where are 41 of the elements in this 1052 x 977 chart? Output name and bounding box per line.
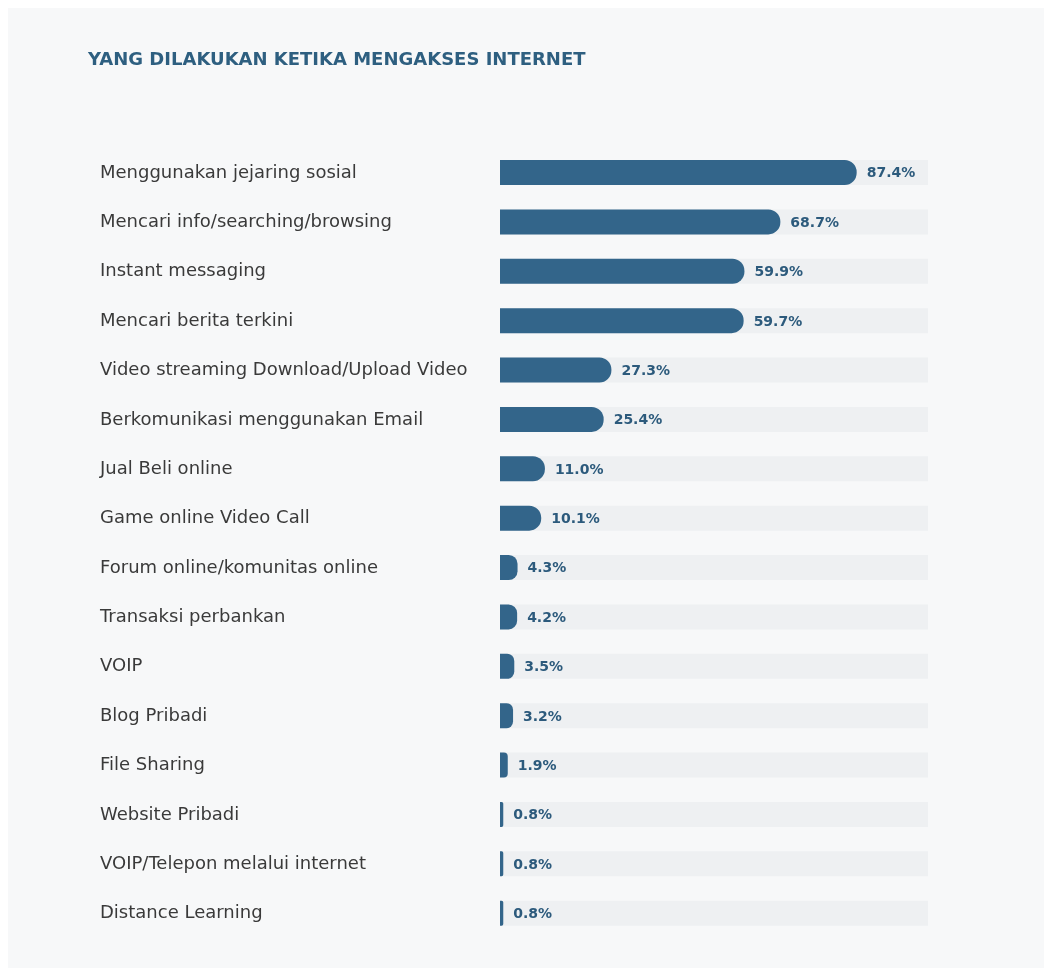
data-label: 0.8%	[513, 806, 553, 823]
y-tick-label: Distance Learning	[100, 901, 263, 923]
y-tick-label: Transaksi perbankan	[99, 605, 286, 627]
bar	[500, 406, 604, 432]
y-tick-label: Game online Video Call	[100, 506, 310, 528]
data-label: 3.2%	[523, 707, 562, 724]
y-tick-label: VOIP/Telepon melalui internet	[100, 851, 366, 873]
bar	[500, 703, 514, 729]
bar	[500, 505, 542, 531]
y-tick-label: Website Pribadi	[100, 802, 240, 824]
data-label: 87.4%	[866, 164, 916, 181]
y-tick-label: Menggunakan jejaring sosial	[100, 160, 357, 182]
data-label: 68.7%	[790, 213, 839, 230]
data-label: 4.3%	[527, 559, 567, 576]
data-label: 11.0%	[554, 460, 604, 477]
bar	[500, 456, 545, 482]
bar	[500, 851, 504, 877]
data-label: 27.3%	[621, 361, 670, 378]
y-tick-label: Mencari info/searching/browsing	[100, 210, 392, 232]
bar	[500, 752, 508, 778]
y-tick-label: Berkomunikasi menggunakan Email	[100, 407, 424, 429]
data-label: 10.1%	[551, 510, 600, 527]
data-label: 59.9%	[754, 263, 804, 280]
y-tick-label: File Sharing	[100, 753, 205, 775]
y-tick-label: Video streaming Download/Upload Video	[100, 358, 468, 380]
bar	[500, 900, 504, 926]
y-tick-label: Forum online/komunitas online	[100, 555, 378, 577]
data-label: 0.8%	[513, 905, 553, 922]
y-tick-label: VOIP	[100, 654, 143, 676]
data-label: 25.4%	[613, 411, 663, 428]
data-label: 59.7%	[753, 312, 803, 329]
y-tick-label: Mencari berita terkini	[100, 308, 294, 330]
y-tick-label: Jual Beli online	[99, 456, 233, 478]
y-tick-label: Instant messaging	[100, 259, 267, 281]
text: YANG DILAKUKAN KETIKA MENGAKSES INTERNET	[88, 48, 586, 69]
y-tick-label: Blog Pribadi	[100, 703, 208, 725]
data-label: 4.2%	[527, 608, 566, 625]
data-label: 0.8%	[513, 855, 553, 872]
data-label: 1.9%	[517, 756, 557, 773]
bar	[500, 801, 504, 827]
data-label: 3.5%	[524, 658, 564, 675]
